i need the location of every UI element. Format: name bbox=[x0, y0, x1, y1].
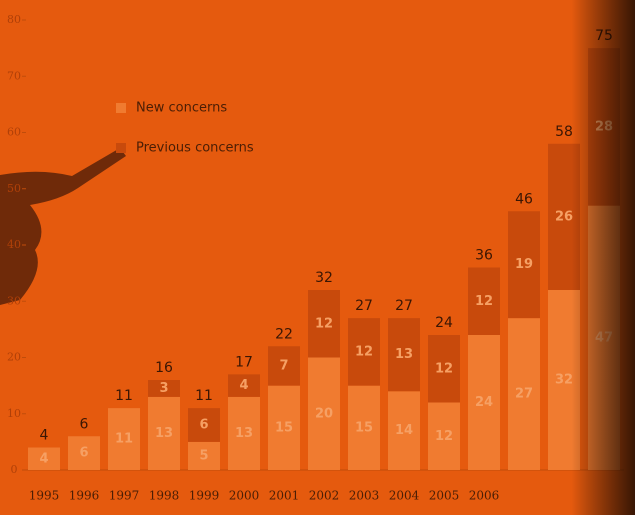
edge-shade bbox=[0, 0, 635, 515]
page: 0102030405060708044199566199611111997133… bbox=[0, 0, 635, 515]
chart: 0102030405060708044199566199611111997133… bbox=[0, 0, 635, 515]
